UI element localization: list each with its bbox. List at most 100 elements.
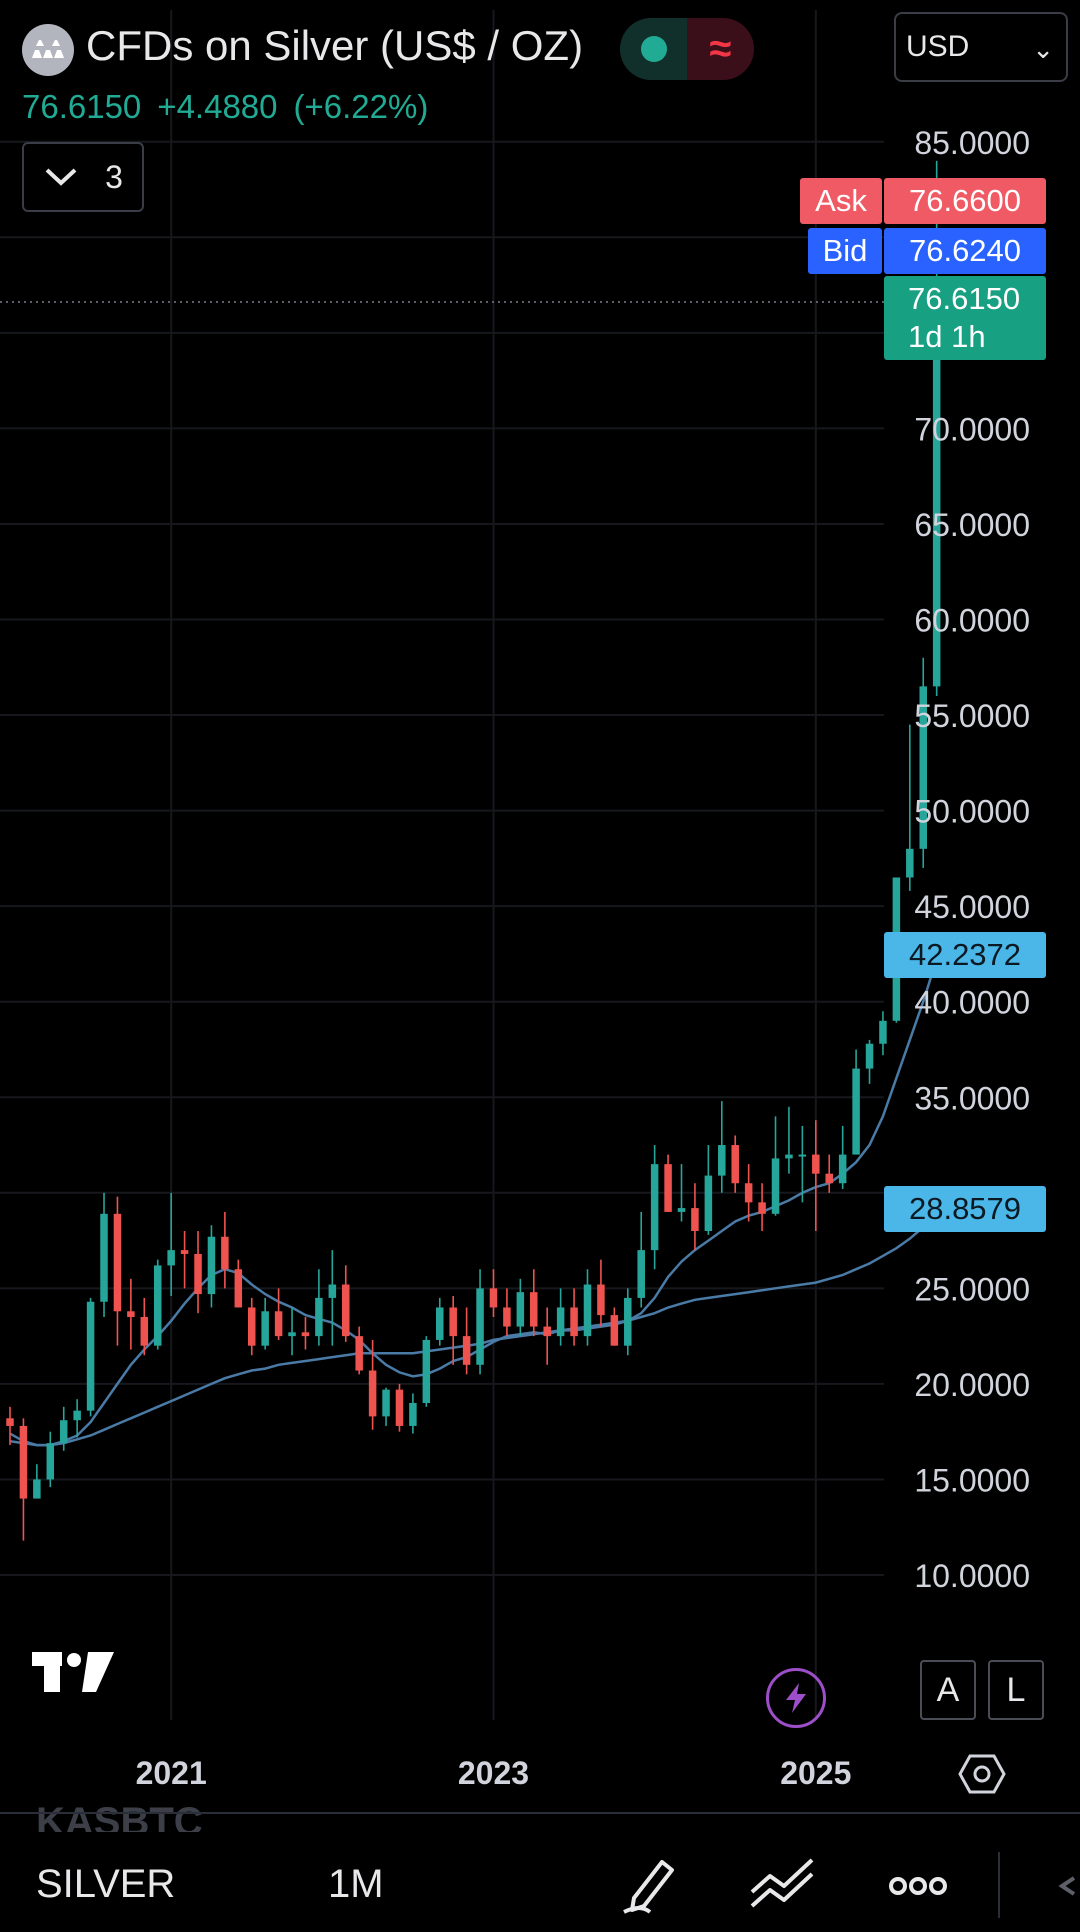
candle-body: [194, 1253, 202, 1295]
chart-canvas[interactable]: 85.0000 70.0000 65.0000 60.0000 55.0000 50.00…: [0, 0, 1080, 1812]
symbol-button[interactable]: SILVER: [36, 1862, 176, 1906]
last-price: 76.6150: [22, 88, 142, 125]
candle: [624, 1288, 632, 1356]
candle: [744, 1164, 753, 1222]
candle-body: [503, 1307, 511, 1327]
candle: [86, 1297, 95, 1417]
indicators-toggle-button[interactable]: 3: [22, 142, 144, 212]
candle: [637, 1211, 645, 1308]
lightning-icon[interactable]: [766, 1668, 826, 1728]
candle: [288, 1307, 296, 1356]
candle: [274, 1288, 283, 1340]
candle-body: [825, 1173, 833, 1184]
candle-body: [221, 1236, 229, 1270]
candle: [355, 1326, 363, 1375]
candle: [583, 1269, 592, 1346]
bid-label: Bid: [808, 228, 882, 274]
candle: [838, 1125, 847, 1189]
candle-body: [476, 1288, 484, 1365]
more-icon[interactable]: [888, 1852, 948, 1923]
candle: [530, 1269, 538, 1337]
candle: [409, 1393, 417, 1434]
candle: [153, 1259, 162, 1350]
price-tick-label: 50.0000: [914, 794, 1030, 830]
candle-body: [664, 1164, 672, 1212]
ask-value: 76.6600: [884, 178, 1046, 224]
ma-short-line: [9, 958, 938, 1447]
candle-body: [906, 848, 914, 878]
candle: [180, 1231, 189, 1289]
grid-lines: [0, 10, 884, 1720]
candle: [731, 1135, 739, 1193]
pencil-icon[interactable]: [620, 1852, 680, 1923]
candle-body: [288, 1332, 296, 1337]
price-tick-label: 35.0000: [914, 1080, 1030, 1116]
price-tick-label: 20.0000: [914, 1367, 1030, 1403]
currency-select[interactable]: USD ⌄: [894, 12, 1068, 82]
candle-body: [610, 1315, 619, 1346]
candle-body: [718, 1145, 726, 1176]
candle-body: [744, 1183, 753, 1203]
candle-body: [556, 1307, 565, 1337]
candle: [342, 1265, 350, 1342]
candle: [382, 1387, 390, 1426]
bar-countdown: 1d 1h: [908, 319, 986, 354]
price-axis-labels: 85.0000 70.0000 65.0000 60.0000 55.0000 50.00…: [914, 125, 1030, 1594]
candle: [650, 1145, 659, 1270]
candle-body: [771, 1158, 780, 1214]
candle: [785, 1106, 793, 1174]
candle-body: [140, 1317, 149, 1346]
ask-label: Ask: [800, 178, 882, 224]
chevron-down-icon: ⌄: [1032, 34, 1054, 64]
candle: [718, 1101, 726, 1193]
instrument-title[interactable]: CFDs on Silver (US$ / OZ): [86, 22, 584, 69]
market-status-pill[interactable]: ≈: [620, 18, 754, 80]
candle: [812, 1120, 820, 1232]
ma-long-tag: 28.8579: [884, 1186, 1046, 1232]
candle-body: [919, 686, 927, 849]
candle-body: [650, 1164, 659, 1251]
candle: [570, 1288, 578, 1346]
candle: [919, 657, 927, 868]
price-tick-label: 25.0000: [914, 1271, 1030, 1307]
trend-lines-icon[interactable]: [748, 1852, 818, 1923]
price-tick-label: 15.0000: [914, 1462, 1030, 1498]
indicator-count: 3: [105, 158, 123, 195]
candle: [6, 1406, 14, 1446]
candle-body: [207, 1236, 216, 1295]
candle-body: [597, 1284, 605, 1316]
candle: [33, 1464, 41, 1499]
currency-value: USD: [906, 30, 970, 63]
candle-body: [583, 1284, 592, 1337]
candle-body: [436, 1307, 444, 1340]
candle: [879, 1011, 887, 1056]
candle: [261, 1297, 269, 1350]
collapse-icon[interactable]: [1052, 1852, 1078, 1923]
log-scale-button[interactable]: L: [988, 1660, 1044, 1720]
candle-body: [637, 1250, 645, 1298]
candle-body: [812, 1154, 820, 1174]
candle-body: [127, 1311, 135, 1318]
price-tick-label: 60.0000: [914, 603, 1030, 639]
settings-hexagon-icon[interactable]: [958, 1752, 1006, 1801]
candle: [127, 1278, 135, 1350]
interval-button[interactable]: 1M: [328, 1862, 384, 1906]
price-summary: 76.6150 +4.4880 (+6.22%): [22, 88, 428, 126]
candle-body: [462, 1336, 471, 1365]
toolbar-separator: [998, 1852, 1000, 1918]
candle: [691, 1183, 699, 1251]
candle: [677, 1164, 686, 1222]
tradingview-logo[interactable]: [30, 1648, 120, 1701]
candle: [825, 1154, 833, 1193]
candle-body: [409, 1403, 417, 1426]
candle: [247, 1297, 256, 1356]
auto-scale-button[interactable]: A: [920, 1660, 976, 1720]
candle-body: [73, 1410, 81, 1421]
price-tick-label: 65.0000: [914, 507, 1030, 543]
ma-long-line: [9, 1213, 938, 1447]
candle-body: [180, 1250, 189, 1254]
candle-body: [624, 1297, 632, 1346]
candle-body: [382, 1389, 390, 1417]
candle-body: [274, 1311, 283, 1337]
